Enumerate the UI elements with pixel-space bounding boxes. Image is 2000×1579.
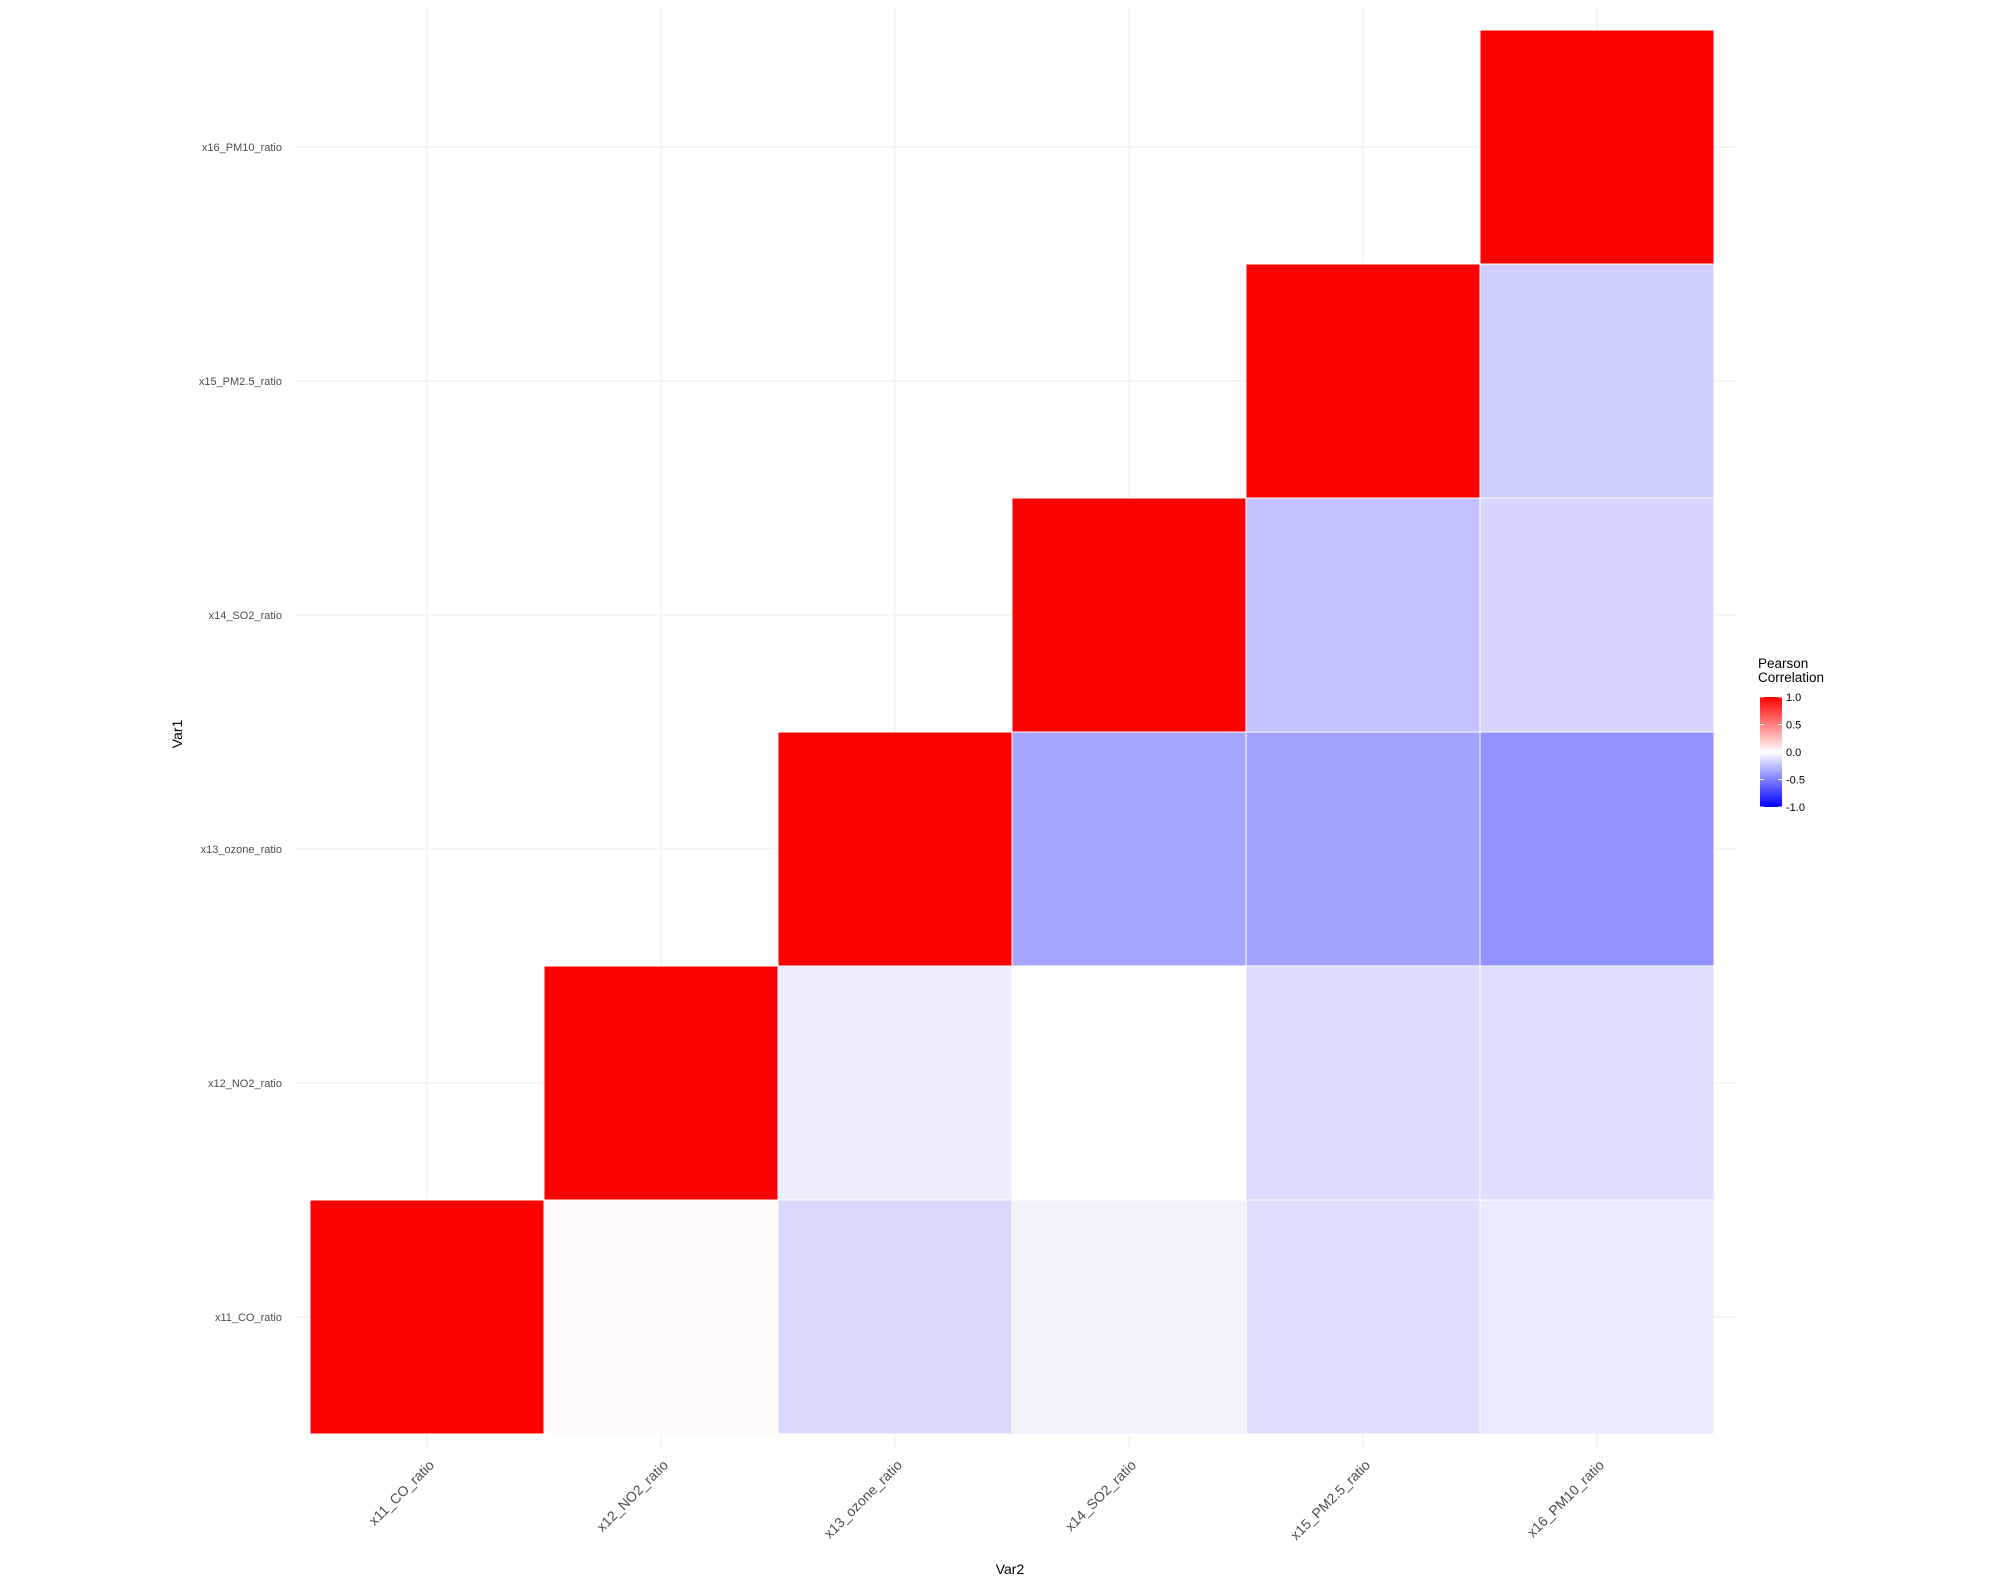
y-tick-label: x15_PM2.5_ratio (199, 376, 282, 388)
heatmap-cell (777, 965, 1013, 1201)
heatmap-cell (1245, 263, 1481, 499)
heatmap-cell (543, 965, 779, 1201)
legend-break-label: -1.0 (1786, 802, 1805, 814)
heatmap-cell (1479, 731, 1715, 967)
heatmap-cell (1479, 29, 1715, 265)
heatmap-cell (543, 1199, 779, 1435)
x-tick-label: x11_CO_ratio (365, 1457, 437, 1529)
heatmap-cell (1245, 497, 1481, 733)
heatmap-cell (1479, 497, 1715, 733)
y-axis-ticks: x11_CO_ratio x12_NO2_ratio x13_ozone_ratio… (199, 142, 282, 1324)
x-tick-label: x13_ozone_ratio (821, 1457, 906, 1542)
heatmap-cells (309, 29, 1715, 1435)
heatmap-cell (1479, 1199, 1715, 1435)
y-tick-label: x12_NO2_ratio (208, 1078, 282, 1090)
heatmap-cell (777, 1199, 1013, 1435)
legend-ticks: 1.0 0.5 0.0 -0.5 -1.0 (1760, 692, 1805, 814)
x-axis-ticks: x11_CO_ratio x12_NO2_ratio x13_ozone_ratio… (365, 1457, 1607, 1543)
y-tick-label: x16_PM10_ratio (202, 142, 282, 154)
legend-colorbar (1760, 697, 1782, 807)
y-tick-label: x11_CO_ratio (215, 1312, 282, 1324)
heatmap-cell (1479, 965, 1715, 1201)
y-axis-title: Var1 (169, 720, 185, 749)
legend-title-line-1: Pearson (1758, 656, 1808, 671)
x-tick-label: x16_PM10_ratio (1524, 1457, 1608, 1541)
legend-break-label: 0.5 (1786, 720, 1801, 732)
heatmap-cell (1245, 965, 1481, 1201)
heatmap-cell (777, 731, 1013, 967)
x-tick-label: x14_SO2_ratio (1062, 1457, 1140, 1535)
heatmap-cell (1011, 497, 1247, 733)
heatmap-cell (1011, 731, 1247, 967)
heatmap-cell (1011, 965, 1247, 1201)
x-tick-label: x12_NO2_ratio (593, 1457, 671, 1535)
x-tick-label: x15_PM2.5_ratio (1287, 1457, 1373, 1543)
y-tick-label: x13_ozone_ratio (201, 844, 282, 856)
heatmap-cell (1479, 263, 1715, 499)
heatmap-cell (1011, 1199, 1247, 1435)
legend-break-label: -0.5 (1786, 775, 1805, 787)
heatmap-cell (309, 1199, 545, 1435)
legend-title-line-2: Correlation (1758, 670, 1824, 685)
legend-break-label: 1.0 (1786, 692, 1801, 704)
color-legend: Pearson Correlation 1.0 0.5 0.0 -0.5 -1.0 (1758, 656, 1824, 814)
y-tick-label: x14_SO2_ratio (209, 610, 282, 622)
x-axis-title: Var2 (996, 1561, 1025, 1577)
heatmap-cell (1245, 1199, 1481, 1435)
heatmap-cell (1245, 731, 1481, 967)
legend-break-label: 0.0 (1786, 747, 1801, 759)
